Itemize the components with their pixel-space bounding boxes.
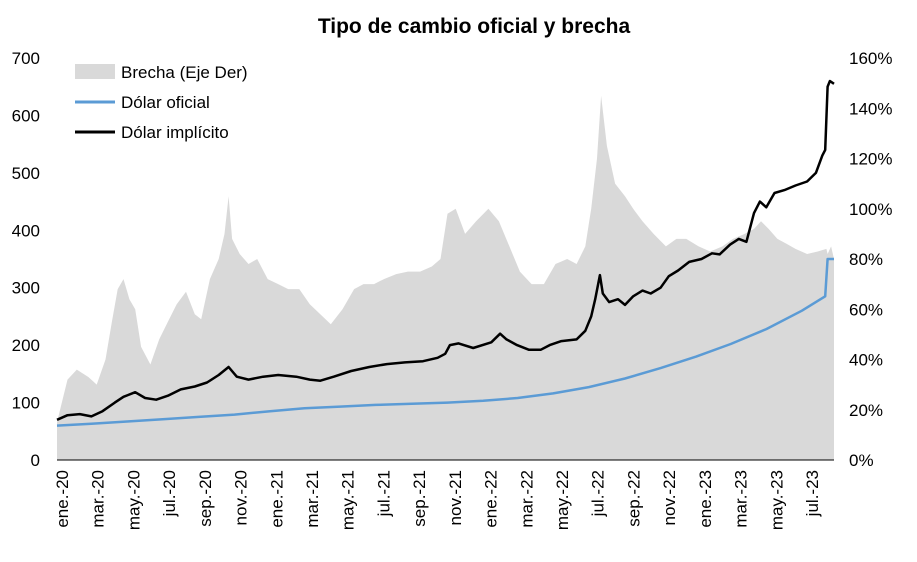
x-tick-label: sep.-21 xyxy=(410,470,429,527)
x-tick-label: jul.-20 xyxy=(160,470,179,517)
y-axis-left: 0 100 200 300 400 500 600 700 xyxy=(12,49,40,470)
x-tick-label: ene.-20 xyxy=(53,470,72,528)
x-tick-label: may.-23 xyxy=(767,470,786,530)
x-tick-label: mar.-21 xyxy=(303,470,322,528)
y-left-tick-label: 400 xyxy=(12,221,40,240)
y-right-tick-label: 100% xyxy=(849,200,892,219)
y-right-tick-label: 80% xyxy=(849,250,883,269)
x-tick-label: sep.-20 xyxy=(196,470,215,527)
legend-label-brecha: Brecha (Eje Der) xyxy=(121,63,248,82)
chart-title: Tipo de cambio oficial y brecha xyxy=(318,15,631,38)
series-dolar-oficial-line xyxy=(56,257,834,427)
x-tick-label: mar.-22 xyxy=(517,470,536,528)
x-tick-label: jul.-23 xyxy=(803,470,822,517)
y-right-tick-label: 160% xyxy=(849,49,892,68)
y-left-tick-label: 500 xyxy=(12,164,40,183)
brecha-area-layer xyxy=(57,95,834,460)
x-tick-label: jul.-21 xyxy=(374,470,393,517)
line-series-layer xyxy=(56,79,835,427)
x-tick-label: may.-20 xyxy=(124,470,143,530)
y-left-tick-label: 200 xyxy=(12,336,40,355)
series-dolar-implicito-line xyxy=(56,79,835,421)
y-right-tick-label: 60% xyxy=(849,300,883,319)
x-tick-label: ene.-21 xyxy=(267,470,286,528)
series-brecha-area xyxy=(57,95,834,460)
x-tick-label: ene.-23 xyxy=(696,470,715,528)
x-tick-label: mar.-20 xyxy=(89,470,108,528)
y-left-tick-label: 700 xyxy=(12,49,40,68)
x-tick-label: may.-21 xyxy=(339,470,358,530)
y-right-tick-label: 140% xyxy=(849,99,892,118)
y-axis-right: 0% 20% 40% 60% 80% 100% 120% 140% 160% xyxy=(849,49,892,470)
y-left-tick-label: 0 xyxy=(31,451,40,470)
x-tick-label: nov.-21 xyxy=(446,470,465,525)
x-axis: ene.-20 mar.-20 may.-20 jul.-20 sep.-20 nov.-… xyxy=(53,470,822,530)
y-left-tick-label: 600 xyxy=(12,106,40,125)
x-tick-label: jul.-22 xyxy=(589,470,608,517)
x-tick-label: mar.-23 xyxy=(732,470,751,528)
x-tick-label: may.-22 xyxy=(553,470,572,530)
y-right-tick-label: 20% xyxy=(849,401,883,420)
legend: Brecha (Eje Der) Dólar oficial Dólar imp… xyxy=(75,63,248,142)
y-right-tick-label: 120% xyxy=(849,150,892,169)
y-right-tick-label: 0% xyxy=(849,451,874,470)
legend-swatch-brecha xyxy=(75,64,115,79)
legend-label-implicito: Dólar implícito xyxy=(121,123,229,142)
x-tick-label: sep.-22 xyxy=(624,470,643,527)
y-left-tick-label: 100 xyxy=(12,394,40,413)
legend-label-oficial: Dólar oficial xyxy=(121,93,210,112)
x-tick-label: ene.-22 xyxy=(482,470,501,528)
y-right-tick-label: 40% xyxy=(849,351,883,370)
x-tick-label: nov.-22 xyxy=(660,470,679,525)
y-left-tick-label: 300 xyxy=(12,279,40,298)
x-tick-label: nov.-20 xyxy=(232,470,251,525)
